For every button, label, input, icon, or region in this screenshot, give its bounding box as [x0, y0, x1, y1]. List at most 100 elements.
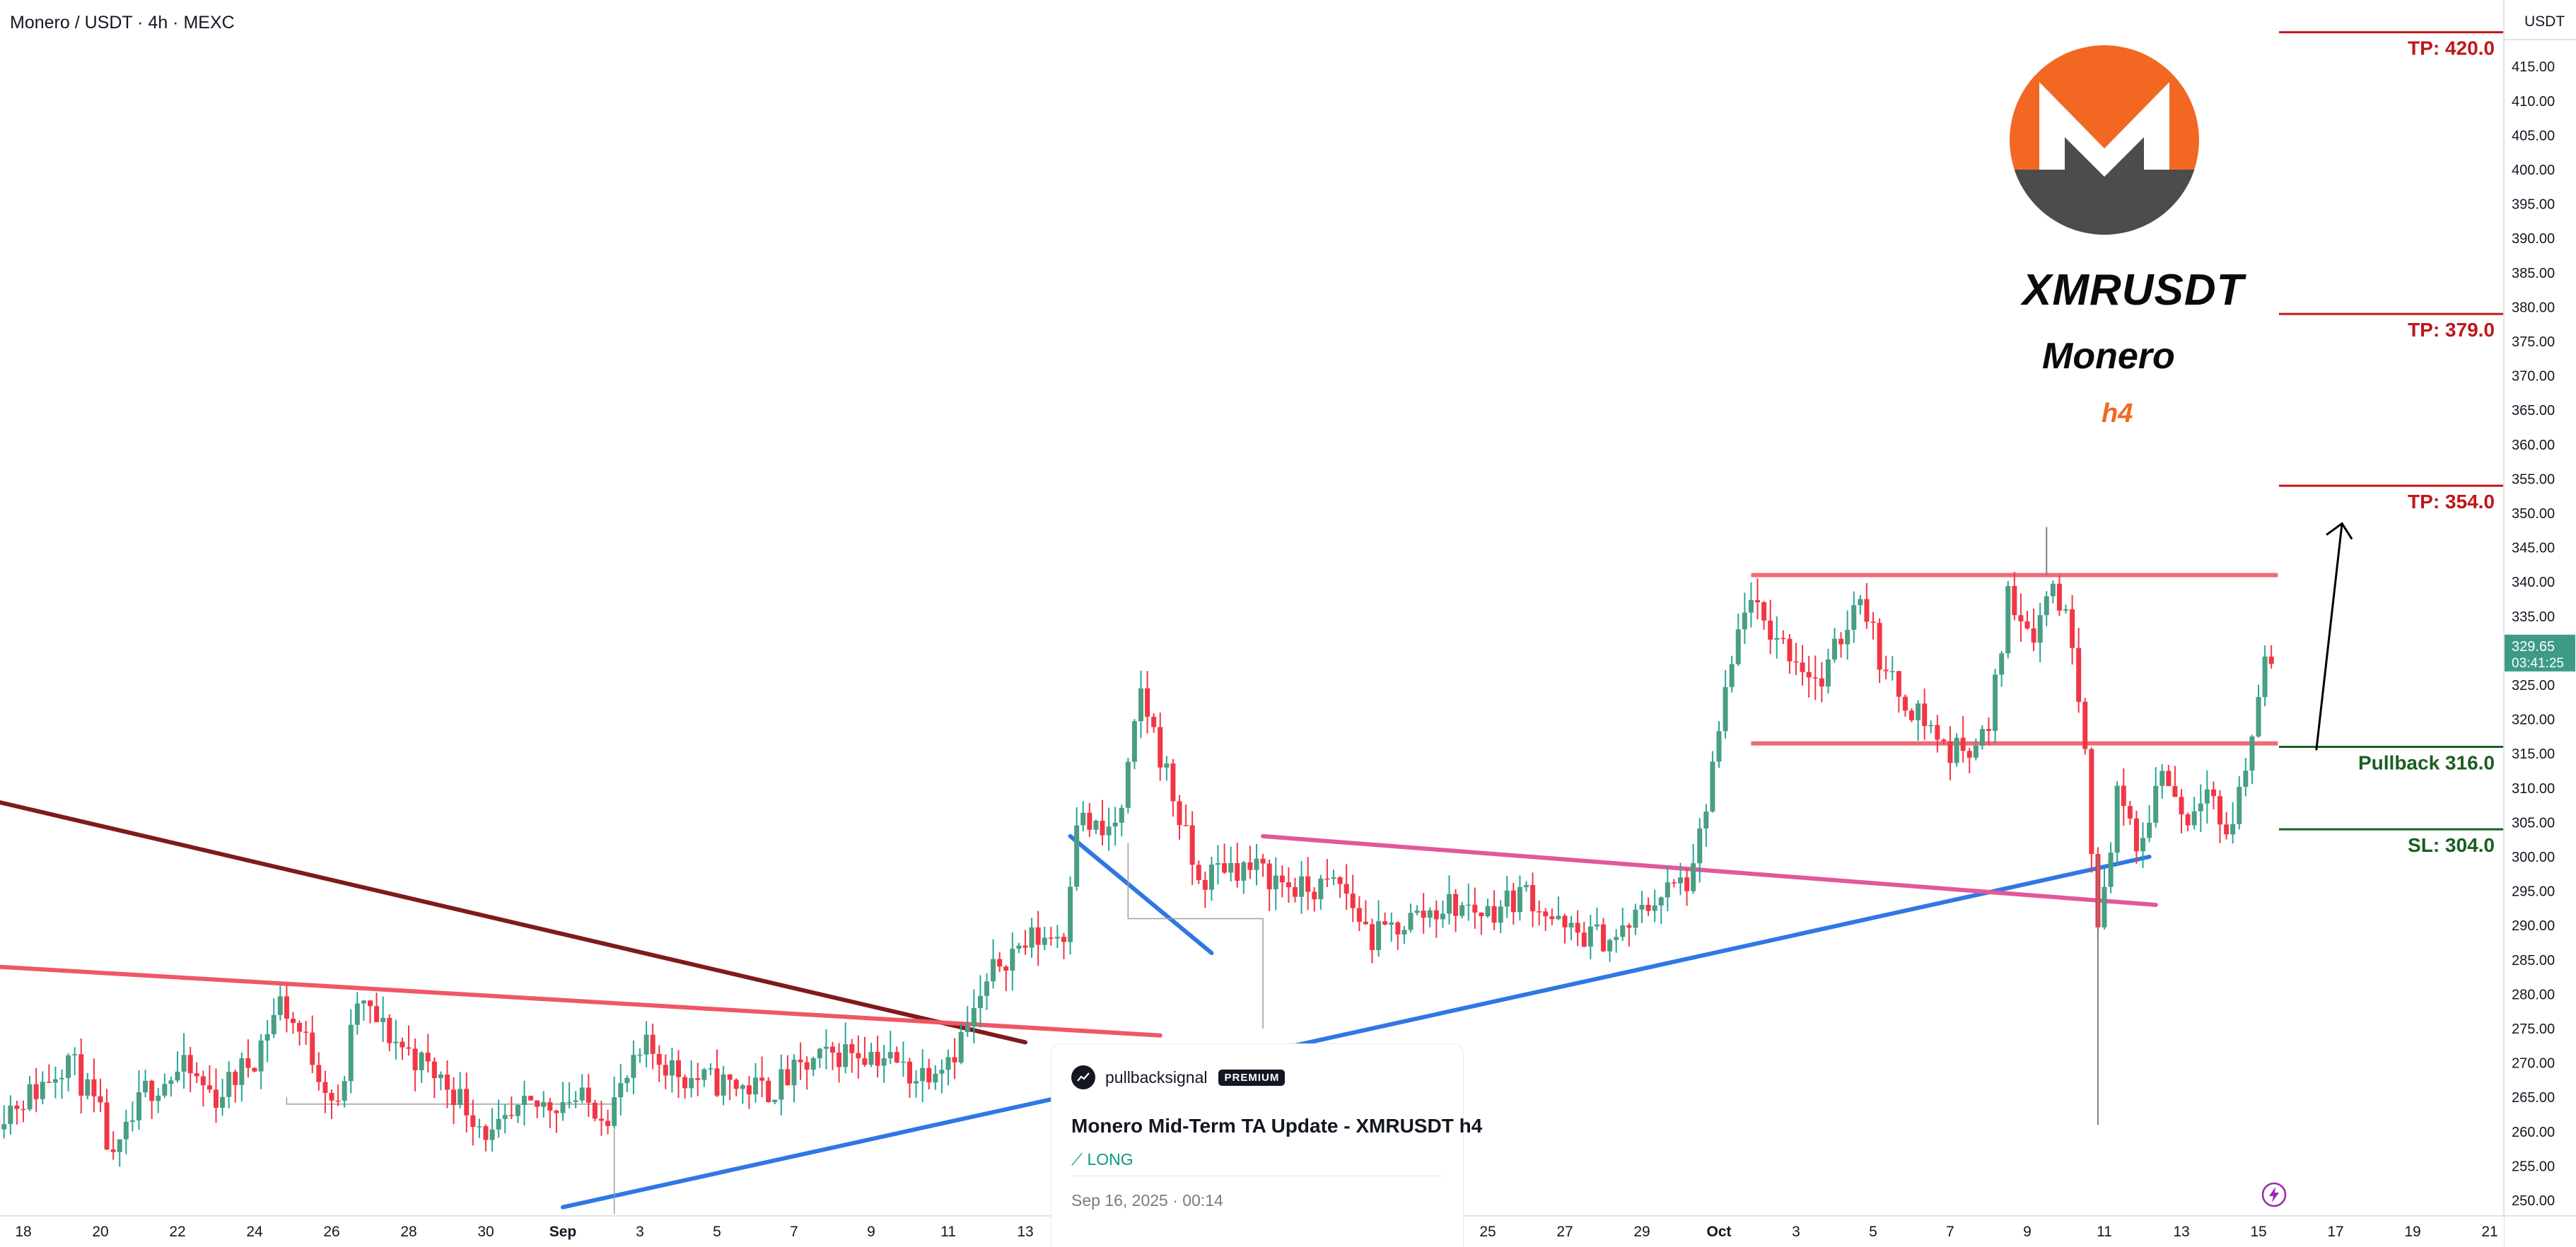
candle[interactable] — [656, 1045, 662, 1082]
idea-card[interactable]: pullbacksignal PREMIUM Monero Mid-Term T… — [1051, 1043, 1482, 1247]
candle[interactable] — [33, 1067, 39, 1113]
candle[interactable] — [669, 1048, 675, 1093]
candle[interactable] — [104, 1089, 110, 1150]
candle[interactable] — [1889, 656, 1895, 681]
candle[interactable] — [689, 1060, 694, 1098]
candle[interactable] — [1928, 720, 1934, 734]
candle[interactable] — [1678, 862, 1683, 896]
candle[interactable] — [1279, 865, 1285, 898]
candle[interactable] — [78, 1038, 84, 1114]
candle[interactable] — [618, 1064, 624, 1116]
candle[interactable] — [284, 985, 289, 1033]
candle[interactable] — [406, 1025, 412, 1056]
candle[interactable] — [1979, 725, 1985, 750]
candle[interactable] — [997, 952, 1003, 973]
candle[interactable] — [1331, 870, 1336, 886]
trendline-0[interactable] — [0, 800, 1027, 1045]
candle[interactable] — [1324, 859, 1330, 887]
measure-box-1[interactable] — [1127, 843, 1264, 1029]
trendline-3[interactable] — [1261, 833, 2158, 908]
candle[interactable] — [2179, 789, 2184, 833]
candle[interactable] — [264, 1020, 270, 1062]
candle[interactable] — [1080, 801, 1086, 832]
candle[interactable] — [1356, 896, 1362, 932]
candle[interactable] — [823, 1029, 829, 1070]
candle[interactable] — [933, 1065, 938, 1090]
candle[interactable] — [1748, 582, 1754, 628]
candle[interactable] — [1389, 912, 1394, 942]
candle[interactable] — [1395, 920, 1401, 950]
candle[interactable] — [2237, 775, 2242, 830]
candle[interactable] — [1800, 645, 1805, 686]
candle[interactable] — [1286, 867, 1291, 903]
candle[interactable] — [1260, 853, 1266, 877]
candle[interactable] — [258, 1034, 264, 1089]
candle[interactable] — [1832, 628, 1837, 663]
candle[interactable] — [277, 985, 283, 1021]
candle[interactable] — [1202, 872, 1208, 908]
candle[interactable] — [650, 1023, 655, 1070]
candle[interactable] — [1241, 861, 1247, 894]
candle[interactable] — [1312, 887, 1317, 912]
candle[interactable] — [528, 1095, 534, 1101]
candle[interactable] — [2204, 770, 2210, 824]
candle[interactable] — [2056, 575, 2062, 616]
candle[interactable] — [387, 1014, 392, 1052]
candle[interactable] — [1594, 907, 1599, 930]
candle[interactable] — [2127, 800, 2133, 825]
candle[interactable] — [1196, 860, 1201, 884]
candle[interactable] — [1363, 900, 1368, 925]
candle[interactable] — [1035, 911, 1041, 966]
candle[interactable] — [631, 1040, 636, 1094]
candle[interactable] — [920, 1049, 926, 1103]
candle[interactable] — [1042, 926, 1047, 951]
candle[interactable] — [1100, 800, 1105, 845]
candle[interactable] — [740, 1084, 745, 1104]
candle[interactable] — [1562, 913, 1568, 944]
candle[interactable] — [984, 973, 989, 1010]
candle[interactable] — [1838, 632, 1844, 658]
candle[interactable] — [701, 1067, 707, 1087]
candle[interactable] — [297, 1020, 303, 1046]
candle[interactable] — [1825, 648, 1831, 694]
candle[interactable] — [175, 1051, 180, 1083]
candle[interactable] — [2166, 765, 2172, 787]
candle[interactable] — [1170, 759, 1176, 817]
candle[interactable] — [1235, 843, 1240, 888]
candle[interactable] — [1909, 708, 1914, 722]
candle[interactable] — [393, 1019, 399, 1060]
candle[interactable] — [470, 1099, 476, 1146]
candle[interactable] — [554, 1109, 559, 1133]
candle[interactable] — [1183, 804, 1189, 826]
candle[interactable] — [2031, 608, 2036, 652]
candle[interactable] — [1581, 921, 1587, 948]
candle[interactable] — [753, 1062, 758, 1103]
candle[interactable] — [887, 1031, 893, 1065]
candle[interactable] — [1408, 903, 1414, 932]
candle[interactable] — [361, 1000, 366, 1021]
candle[interactable] — [508, 1096, 514, 1120]
candle[interactable] — [40, 1071, 45, 1105]
candle[interactable] — [2133, 810, 2139, 864]
candle[interactable] — [541, 1091, 547, 1118]
candle[interactable] — [2012, 571, 2017, 621]
candle[interactable] — [1684, 869, 1690, 906]
candle[interactable] — [1703, 804, 1709, 848]
candle[interactable] — [579, 1074, 585, 1103]
candle[interactable] — [1158, 712, 1163, 781]
candle[interactable] — [733, 1078, 739, 1096]
candle[interactable] — [766, 1077, 771, 1103]
candle[interactable] — [1447, 875, 1452, 925]
candle[interactable] — [464, 1072, 470, 1132]
candle[interactable] — [952, 1038, 957, 1079]
candle[interactable] — [1652, 889, 1657, 923]
candle[interactable] — [599, 1101, 604, 1136]
candle[interactable] — [2249, 734, 2255, 784]
candle[interactable] — [714, 1049, 720, 1097]
candle[interactable] — [2076, 628, 2082, 713]
candle[interactable] — [496, 1099, 501, 1138]
candle[interactable] — [945, 1049, 951, 1086]
candle[interactable] — [2147, 805, 2152, 843]
candle[interactable] — [663, 1054, 668, 1089]
candle[interactable] — [1061, 932, 1066, 959]
